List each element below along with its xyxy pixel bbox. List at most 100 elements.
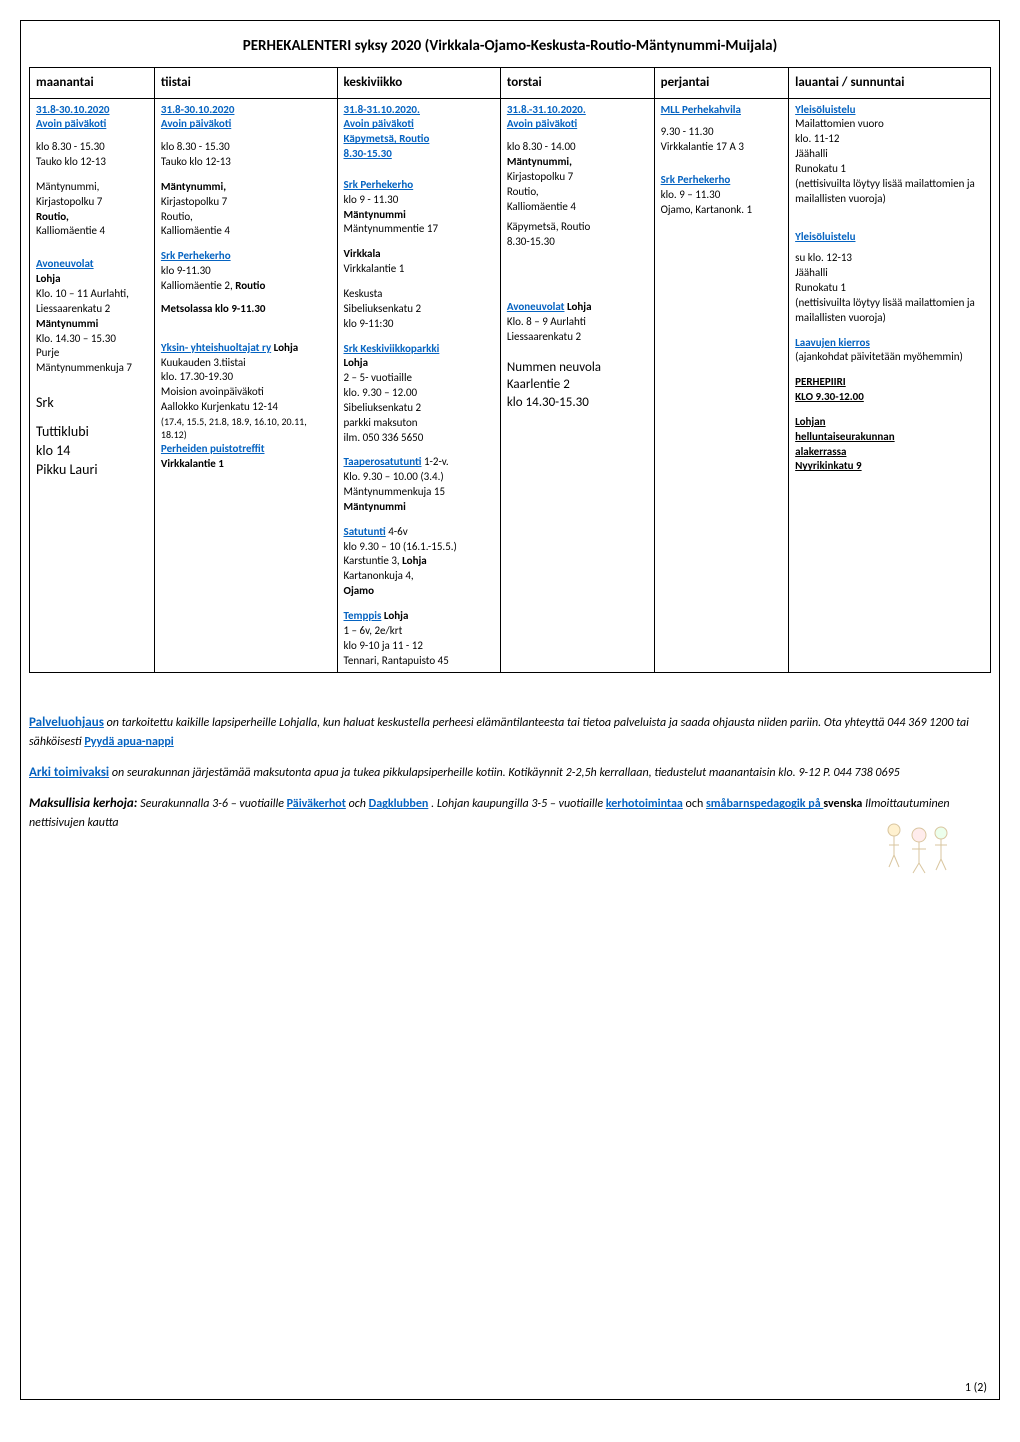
location-text: Ojamo, Kartanonk. 1 (661, 203, 783, 218)
table-header-row: maanantai tiistai keskiviikko torstai pe… (30, 68, 991, 99)
location-text: Mäntynummi, (507, 155, 648, 170)
location-text: Moision avoinpäiväkoti (161, 385, 331, 400)
info-text: alakerrassa (795, 445, 984, 460)
avoin-paivakoti-link[interactable]: Avoin päiväkoti (36, 117, 106, 130)
location-text: Nyyrikinkatu 9 (795, 459, 984, 474)
time-text: Klo. 8 – 9 Aurlahti (507, 315, 648, 330)
kapymetsa-link[interactable]: Käpymetsä, Routio (344, 132, 430, 145)
location-text: Purje (36, 346, 148, 361)
arki-toimivaksi-link[interactable]: Arki toimivaksi (29, 765, 109, 780)
avoneuvolat-link[interactable]: Avoneuvolat (36, 257, 94, 270)
time-text: klo 9-11.30 (161, 264, 331, 279)
location-text: Mäntynummi, (161, 180, 331, 195)
time-text: Klo. 10 – 11 Aurlahti, (36, 287, 148, 302)
dagklubben-link[interactable]: Dagklubben (369, 797, 429, 811)
time-text: 8.30-15.30 (507, 235, 648, 250)
time-text: klo 9 - 11.30 (344, 193, 494, 208)
time-text: KLO 9.30-12.00 (795, 390, 984, 405)
temppis-link[interactable]: Temppis (344, 609, 382, 622)
time-text: klo 9-10 ja 11 - 12 (344, 639, 494, 654)
pikku-lauri-label: Pikku Lauri (36, 461, 148, 480)
page-title: PERHEKALENTERI syksy 2020 (Virkkala-Ojam… (29, 37, 991, 55)
time-text: klo 8.30 - 14.00 (507, 140, 648, 155)
location-text: Kirjastopolku 7 (161, 195, 331, 210)
mll-perhekahvila-link[interactable]: MLL Perhekahvila (661, 103, 741, 116)
cell-lauantai: Yleisöluistelu Mailattomien vuoro klo. 1… (789, 98, 991, 673)
location-text: Mäntynummenkuja 7 (36, 361, 148, 376)
time-text: klo. 11-12 (795, 132, 984, 147)
yksinhuoltajat-link[interactable]: Yksin- yhteishuoltajat ry (161, 341, 271, 354)
maksullisia-kerhoja-paragraph: Maksullisia kerhoja: Seurakunnalla 3-6 –… (29, 794, 991, 832)
smabarnspedagogik-link[interactable]: småbarnspedagogik på (706, 797, 823, 811)
location-text: Kalliomäentie 2, Routio (161, 279, 331, 294)
yleisoluistelu-link[interactable]: Yleisöluistelu (795, 103, 855, 116)
taaperosatutunti-link[interactable]: Taaperosatutunti (344, 455, 422, 468)
avoneuvolat-link[interactable]: Avoneuvolat (507, 300, 565, 313)
time-text: klo. 17.30-19.30 (161, 370, 331, 385)
page-border: PERHEKALENTERI syksy 2020 (Virkkala-Ojam… (20, 20, 1000, 1400)
satutunti-link[interactable]: Satutunti (344, 525, 386, 538)
time-text: klo 9.30 – 10 (16.1.-15.5.) (344, 540, 494, 555)
table-row: 31.8-30.10.2020 Avoin päiväkoti klo 8.30… (30, 98, 991, 673)
laavujen-kierros-link[interactable]: Laavujen kierros (795, 336, 870, 349)
info-text: Mailattomien vuoro (795, 117, 984, 132)
srk-perhekerho-link[interactable]: Srk Perhekerho (344, 178, 414, 191)
time-text: su klo. 12-13 (795, 251, 984, 266)
puistotreffit-link[interactable]: Perheiden puistotreffit (161, 442, 265, 455)
location-text: Kirjastopolku 7 (507, 170, 648, 185)
location-text: Sibeliuksenkatu 2 (344, 401, 494, 416)
location-text: Virkkalantie 17 A 3 (661, 140, 783, 155)
location-text: Ojamo (344, 584, 494, 599)
location-text: Karstuntie 3, Lohja (344, 554, 494, 569)
time-text: klo 14.30-15.30 (507, 394, 648, 412)
keskiviikkoparkki-link[interactable]: Srk Keskiviikkoparkki (344, 342, 440, 355)
location-text: Sibeliuksenkatu 2 (344, 302, 494, 317)
cell-tiistai: 31.8-30.10.2020 Avoin päiväkoti klo 8.30… (154, 98, 337, 673)
palveluohjaus-link[interactable]: Palveluohjaus (29, 715, 104, 730)
location-text: Kalliomäentie 4 (507, 200, 648, 215)
time-text: klo 14 (36, 442, 148, 461)
time-text: Kuukauden 3.tiistai (161, 356, 331, 371)
avoin-paivakoti-link[interactable]: Avoin päiväkoti (344, 117, 414, 130)
date-range: 31.8-30.10.2020 (36, 103, 110, 116)
location-text: Kalliomäentie 4 (161, 224, 331, 239)
yleisoluistelu-link[interactable]: Yleisöluistelu (795, 230, 855, 243)
info-text: (ajankohdat päivitetään myöhemmin) (795, 350, 984, 365)
location-text: Liessaarenkatu 2 (36, 302, 148, 317)
location-text: Mäntynummi, (36, 180, 148, 195)
info-text: (nettisivuilta löytyy lisää mailattomien… (795, 296, 984, 326)
time-text: klo. 9.30 – 12.00 (344, 386, 494, 401)
col-header-tiistai: tiistai (154, 68, 337, 99)
age-text: 2 – 5- vuotiaille (344, 371, 494, 386)
time-text: klo. 9 – 11.30 (661, 188, 783, 203)
arki-toimivaksi-paragraph: Arki toimivaksi on seurakunnan järjestäm… (29, 763, 991, 783)
time-link[interactable]: 8.30-15.30 (344, 147, 392, 160)
paivakerhot-link[interactable]: Päiväkerhot (287, 797, 346, 811)
kerhotoimintaa-link[interactable]: kerhotoimintaa (606, 797, 683, 811)
srk-perhekerho-link[interactable]: Srk Perhekerho (161, 249, 231, 262)
location-text: Runokatu 1 (795, 162, 984, 177)
srk-perhekerho-link[interactable]: Srk Perhekerho (661, 173, 731, 186)
perhepiiri-label: PERHEPIIRI (795, 375, 984, 390)
dates-text: (17.4, 15.5, 21.8, 18.9, 16.10, 20.11, 1… (161, 415, 331, 442)
srk-label: Srk (36, 394, 148, 413)
calendar-table: maanantai tiistai keskiviikko torstai pe… (29, 67, 991, 673)
cell-keskiviikko: 31.8-31.10.2020. Avoin päiväkoti Käpymet… (337, 98, 500, 673)
cell-torstai: 31.8.-31.10.2020. Avoin päiväkoti klo 8.… (500, 98, 654, 673)
location-text: Runokatu 1 (795, 281, 984, 296)
location-text: Lohja (36, 272, 148, 287)
avoin-paivakoti-link[interactable]: Avoin päiväkoti (161, 117, 231, 130)
time-text: 9.30 - 11.30 (661, 125, 783, 140)
info-text: (nettisivuilta löytyy lisää mailattomien… (795, 177, 984, 207)
cell-perjantai: MLL Perhekahvila 9.30 - 11.30 Virkkalant… (654, 98, 789, 673)
location-text: Routio, (36, 210, 148, 225)
time-text: klo 9-11:30 (344, 317, 494, 332)
location-text: Kaarlentie 2 (507, 376, 648, 394)
avoin-paivakoti-link[interactable]: Avoin päiväkoti (507, 117, 577, 130)
location-text: Lohja (344, 356, 494, 371)
tuttiklubi-label: Tuttiklubi (36, 423, 148, 442)
col-header-perjantai: perjantai (654, 68, 789, 99)
pyyda-apua-link[interactable]: Pyydä apua-nappi (84, 735, 173, 749)
location-text: Kalliomäentie 4 (36, 224, 148, 239)
location-text: Jäähalli (795, 266, 984, 281)
